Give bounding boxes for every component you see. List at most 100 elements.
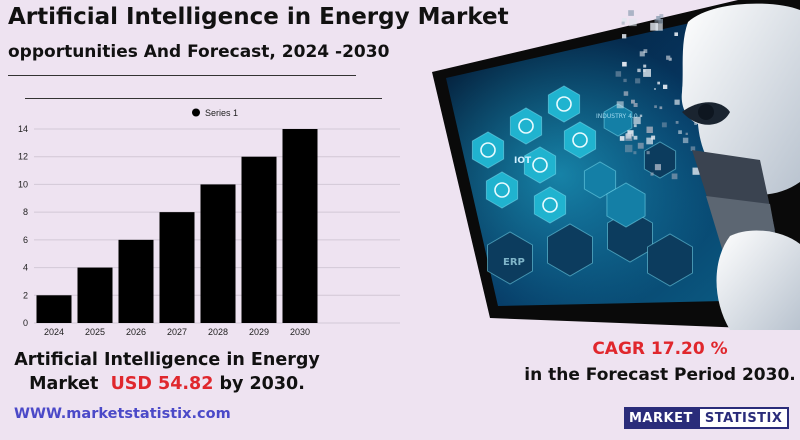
particle — [692, 167, 700, 175]
particle — [643, 69, 651, 77]
particle — [623, 91, 629, 96]
bar-2025 — [77, 267, 113, 323]
chart-legend: Series 1 — [192, 108, 238, 118]
particle — [657, 81, 660, 85]
particle — [639, 51, 645, 57]
y-axis-ticks: 0 2 4 6 8 10 12 14 — [18, 124, 28, 328]
hex-tile-icon — [643, 141, 677, 179]
hex-tile-icon — [547, 223, 593, 277]
particle — [621, 21, 625, 25]
particle — [656, 16, 661, 21]
bar-2024 — [36, 295, 72, 323]
hex-tile-icon — [533, 186, 567, 224]
hex-glyph-icon — [572, 132, 588, 148]
x-tick-label: 2027 — [167, 327, 187, 337]
particle — [675, 121, 679, 124]
particle — [654, 18, 659, 23]
hex-glyph-icon — [480, 142, 496, 158]
market-statement-line2: Market USD 54.82 by 2030. — [12, 372, 322, 396]
particle — [659, 106, 663, 110]
hex-tile-icon — [523, 146, 557, 184]
y-tick-label: 6 — [23, 235, 28, 245]
y-tick-label: 8 — [23, 207, 28, 217]
page-subtitle: opportunities And Forecast, 2024 -2030 — [8, 42, 390, 62]
particle — [671, 173, 678, 180]
particle — [629, 18, 637, 27]
x-axis-ticks: 2024 2025 2026 2027 2028 2029 2030 — [44, 327, 310, 337]
particle — [616, 101, 624, 109]
hex-glyph-icon — [542, 197, 558, 213]
particle — [651, 135, 656, 140]
hex-tile-icon — [606, 182, 646, 228]
market-statement-line1: Artificial Intelligence in Energy — [14, 350, 320, 370]
particle — [619, 136, 625, 141]
x-tick-label: 2025 — [85, 327, 105, 337]
particle — [646, 137, 653, 145]
hex-glyph-icon — [532, 157, 548, 173]
bar-2029 — [241, 156, 277, 323]
bar-2027 — [159, 212, 195, 323]
title-underline — [8, 75, 356, 76]
logo-part-market: MARKET — [624, 407, 698, 429]
market-label: Market — [29, 374, 99, 394]
particle — [623, 78, 627, 83]
market-year: by 2030. — [219, 374, 305, 394]
iot-label: IOT — [514, 156, 532, 166]
particle — [685, 132, 688, 135]
robot-head — [681, 3, 800, 330]
x-tick-label: 2030 — [290, 327, 310, 337]
bar-2026 — [118, 239, 154, 323]
tech-hex-icons — [471, 85, 693, 287]
particle — [643, 49, 648, 53]
particle — [633, 103, 638, 107]
particle — [622, 34, 627, 39]
hex-tile-icon — [509, 107, 543, 145]
particle — [674, 32, 678, 36]
particle — [646, 151, 650, 155]
industry-label: INDUSTRY 4.0 — [596, 113, 638, 120]
particle — [633, 151, 637, 155]
particle — [633, 116, 641, 125]
hex-glyph-icon — [494, 182, 510, 198]
particle — [625, 133, 632, 139]
x-tick-label: 2024 — [44, 327, 64, 337]
x-tick-label: 2026 — [126, 327, 146, 337]
particle — [639, 114, 643, 117]
hex-glyph-icon — [556, 96, 572, 112]
particle — [646, 126, 653, 133]
website-link[interactable]: WWW.marketstatistix.com — [14, 406, 231, 422]
bar-2028 — [200, 184, 236, 323]
hex-tile-icon — [647, 233, 693, 287]
market-value: USD 54.82 — [110, 374, 214, 394]
particle — [643, 64, 647, 68]
ai-robot-tablet-illustration: IOT ERP INDUSTRY 4.0 — [432, 0, 800, 330]
particle — [654, 105, 657, 108]
particle — [663, 84, 668, 89]
page-title: Artificial Intelligence in Energy Market — [8, 4, 509, 30]
particle — [633, 124, 637, 128]
particle — [637, 68, 641, 73]
bar-2030 — [282, 129, 318, 323]
hex-tile-icon — [563, 121, 597, 159]
particle — [622, 61, 627, 67]
particle — [650, 172, 654, 176]
bar-chart: 0 2 4 6 8 10 12 14 2024 2025 2026 2027 2028 2029 2030… — [18, 108, 400, 337]
particle — [674, 99, 680, 105]
particle — [650, 22, 658, 31]
hex-tile-icon — [485, 171, 519, 209]
particle — [631, 99, 635, 104]
y-tick-label: 12 — [18, 152, 28, 162]
chart-bars — [36, 129, 318, 323]
particle — [635, 78, 641, 84]
x-tick-label: 2029 — [249, 327, 269, 337]
particle — [654, 88, 656, 90]
x-tick-label: 2028 — [208, 327, 228, 337]
particle — [655, 23, 663, 31]
y-tick-label: 0 — [23, 318, 28, 328]
particle — [690, 146, 696, 151]
particle — [622, 18, 627, 23]
cagr-period: in the Forecast Period 2030. — [524, 365, 796, 385]
legend-label-series-1: Series 1 — [205, 108, 238, 118]
particle — [682, 137, 689, 144]
hex-tile-icon — [487, 231, 533, 285]
